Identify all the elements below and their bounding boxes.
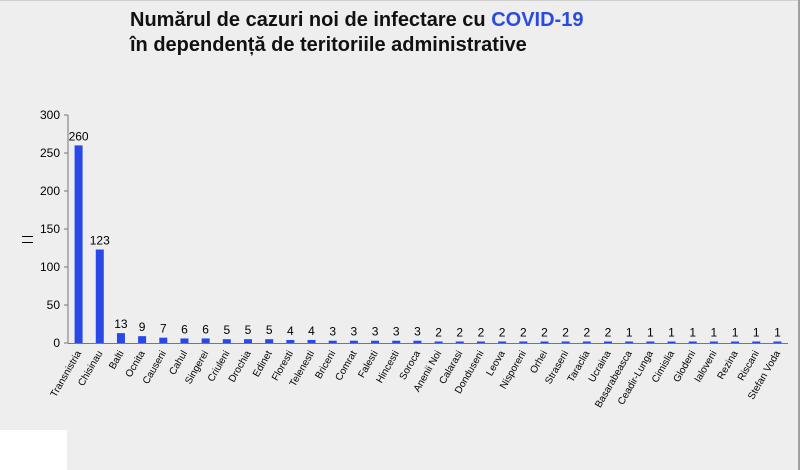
data-label: 1 — [689, 326, 696, 340]
bar — [582, 341, 591, 343]
y-tick-label: 100 — [40, 260, 60, 274]
bar — [519, 341, 528, 343]
bar — [307, 339, 316, 343]
bar — [625, 341, 634, 343]
data-label: 4 — [287, 324, 294, 338]
data-label: 2 — [499, 325, 506, 339]
data-label: 123 — [90, 234, 110, 248]
bar — [476, 341, 485, 343]
bar — [265, 339, 274, 343]
category-label: Orhei — [528, 349, 550, 376]
bar — [392, 340, 401, 343]
category-label: Comrat — [334, 349, 360, 383]
right-border — [798, 0, 800, 470]
top-border — [0, 0, 800, 1]
data-label: 7 — [160, 322, 167, 336]
y-tick-label: 150 — [40, 222, 60, 236]
corner-panel — [0, 430, 67, 470]
bar — [222, 339, 231, 343]
bar — [349, 340, 358, 343]
bar — [731, 341, 740, 343]
bar — [138, 336, 147, 343]
bar — [159, 337, 168, 343]
data-label: 1 — [626, 326, 633, 340]
data-label: 2 — [562, 325, 569, 339]
data-label: 1 — [732, 326, 739, 340]
data-label: 5 — [223, 323, 230, 337]
bar — [201, 338, 210, 343]
bar — [455, 341, 464, 343]
bar — [95, 249, 104, 343]
y-tick-label: 200 — [40, 184, 60, 198]
bar — [244, 339, 252, 343]
bar — [74, 145, 83, 343]
bar — [180, 338, 189, 343]
axis-marker-top — [22, 236, 33, 237]
title-line-2: în dependență de teritoriile administrat… — [130, 34, 527, 56]
bar — [667, 341, 676, 343]
title-accent: COVID-19 — [491, 9, 584, 31]
data-label: 1 — [668, 326, 675, 340]
data-label: 1 — [711, 326, 718, 340]
data-label: 6 — [181, 322, 188, 336]
data-label: 2 — [520, 325, 527, 339]
bar — [604, 341, 612, 343]
title-prefix: Numărul de cazuri noi de infectare cu — [130, 9, 492, 31]
data-label: 2 — [478, 325, 485, 339]
category-label: Cahul — [167, 349, 190, 377]
data-label: 13 — [114, 317, 128, 331]
y-tick-label: 250 — [40, 146, 60, 160]
data-label: 3 — [393, 325, 400, 339]
bar — [540, 341, 549, 343]
bar — [561, 341, 570, 343]
bar — [371, 340, 380, 343]
data-label: 3 — [414, 325, 421, 339]
data-label: 9 — [139, 320, 146, 334]
bar — [773, 341, 782, 343]
y-tick-label: 300 — [40, 108, 60, 122]
data-label: 1 — [647, 326, 654, 340]
bar — [286, 339, 295, 343]
data-label: 4 — [308, 324, 315, 338]
data-label: 2 — [605, 325, 612, 339]
data-label: 2 — [456, 325, 463, 339]
y-tick-label: 0 — [53, 336, 60, 350]
chart-title: Numărul de cazuri noi de infectare cu CO… — [130, 8, 583, 58]
bar — [116, 333, 125, 343]
data-label: 3 — [351, 325, 358, 339]
axis-marker-bottom — [22, 242, 33, 243]
bar — [434, 341, 443, 343]
data-label: 5 — [245, 323, 252, 337]
data-label: 1 — [753, 326, 760, 340]
category-label: Transnistria — [49, 349, 85, 400]
data-label: 2 — [435, 325, 442, 339]
bar — [328, 340, 337, 343]
data-label: 2 — [541, 325, 548, 339]
data-label: 3 — [329, 325, 336, 339]
bar — [688, 341, 697, 343]
data-label: 5 — [266, 323, 273, 337]
bar — [709, 341, 718, 343]
bar — [646, 341, 655, 343]
data-label: 1 — [774, 326, 781, 340]
data-label: 3 — [372, 325, 379, 339]
data-label: 6 — [202, 322, 209, 336]
y-tick-label: 50 — [47, 298, 61, 312]
data-label: 2 — [583, 325, 590, 339]
bar — [752, 341, 761, 343]
title-line-1: Numărul de cazuri noi de infectare cu CO… — [130, 8, 583, 33]
bar — [413, 340, 422, 343]
category-label: Balti — [107, 349, 126, 371]
data-label: 260 — [69, 129, 89, 143]
bar — [498, 341, 507, 343]
